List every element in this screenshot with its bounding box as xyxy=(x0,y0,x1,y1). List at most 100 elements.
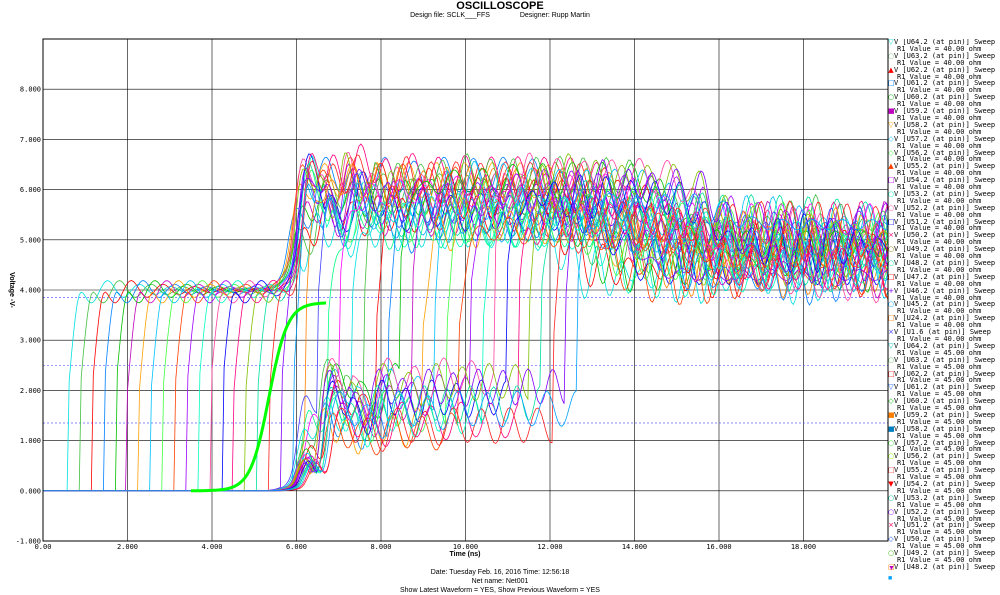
legend-marker-icon: ○ xyxy=(888,300,895,309)
legend-series-name: V [U64.2 (at pin)] Sweep xyxy=(894,341,996,350)
legend-series-name: V [U24.2 (at pin)] Sweep xyxy=(894,314,996,323)
legend-series-name: V [U53.2 (at pin)] Sweep xyxy=(894,189,996,198)
legend-series-name: V [U63.2 (at pin)] Sweep xyxy=(894,355,996,364)
legend-series-parameter: R1 Value = 45.00 ohm xyxy=(897,486,982,495)
legend-marker-icon: ▽ xyxy=(888,120,894,129)
legend-entry: □V [U54.2 (at pin)] Sweep xyxy=(888,177,1000,184)
legend-series-name: V [U49.2 (at pin)] Sweep xyxy=(894,245,996,254)
legend-entry: ○V [U49.2 (at pin)] Sweep xyxy=(888,246,1000,253)
legend-series-parameter: R1 Value = 45.00 ohm xyxy=(897,528,982,537)
legend-marker-icon: ▽ xyxy=(888,341,894,350)
page-subtitle: Design file: SCLK___FFS Designer: Rupp M… xyxy=(0,12,1000,19)
legend-series-name: V [U48.2 (at pin)] Sweep xyxy=(894,259,996,267)
legend-series-parameter: R1 Value = 40.00 ohm xyxy=(897,252,982,261)
legend-series-name: V [U62.2 (at pin)] Sweep xyxy=(894,65,996,74)
legend-series-parameter: R1 Value = 45.00 ohm xyxy=(897,390,982,399)
legend-series-name: V [U58.2 (at pin)] Sweep xyxy=(894,120,996,129)
legend-series-parameter: R1 Value = 40.00 ohm xyxy=(897,334,982,343)
legend-series-name: V [U57.2 (at pin)] Sweep xyxy=(894,438,996,447)
y-axis-label: Voltage -V- xyxy=(8,272,15,308)
x-tick-label: 10.000 xyxy=(453,543,478,551)
legend-entry: ○V [U52.2 (at pin)] Sweep xyxy=(888,508,1000,516)
legend-entry: +V [U46.2 (at pin)] Sweep xyxy=(888,286,1000,295)
legend-series-name: V [U1.6 (at pin)] Sweep xyxy=(894,328,991,337)
legend-series-name: V [U51.2 (at pin)] Sweep xyxy=(894,521,996,530)
legend-marker-icon: □ xyxy=(888,314,895,323)
designer-label: Designer: Rupp Martin xyxy=(519,12,590,19)
legend-series-name: V [U56.2 (at pin)] Sweep xyxy=(894,452,996,461)
legend-series-parameter: R1 Value = 40.00 ohm xyxy=(897,196,982,205)
legend-marker-icon: □ xyxy=(888,369,895,378)
y-tick-label: 0.000 xyxy=(20,487,41,495)
legend-marker-icon: □ xyxy=(888,217,895,226)
y-tick-label: 7.000 xyxy=(20,136,41,144)
legend-series-name: V [U63.2 (at pin)] Sweep xyxy=(894,51,996,60)
legend-series-parameter: R1 Value = 40.00 ohm xyxy=(897,183,982,192)
legend-series-parameter: R1 Value = 40.00 ohm xyxy=(897,169,982,178)
legend-marker-icon: ■ xyxy=(888,410,895,419)
plot-frame xyxy=(42,38,889,542)
legend-marker-icon: ○ xyxy=(888,493,895,502)
x-tick-label: 0.00 xyxy=(35,543,52,551)
legend-series-name: V [U50.2 (at pin)] Sweep xyxy=(894,231,996,240)
legend-marker-icon: □ xyxy=(888,79,895,88)
legend-series-name: V [U62.2 (at pin)] Sweep xyxy=(894,369,996,378)
legend-series-name: V [U60.2 (at pin)] Sweep xyxy=(894,93,996,102)
legend-entry: ○V [U53.2 (at pin)] Sweep xyxy=(888,189,1000,198)
legend-entry: ◇V [U50.2 (at pin)] Sweep xyxy=(888,536,1000,543)
legend-entry: ◇V [U57.2 (at pin)] Sweep xyxy=(888,134,1000,143)
x-tick-label: 2.000 xyxy=(117,543,138,551)
legend-entry: ○V [U60.2 (at pin)] Sweep xyxy=(888,94,1000,101)
design-file-label: Design file: SCLK___FFS xyxy=(410,12,490,19)
legend-entry: ◇V [U56.2 (at pin)] Sweep xyxy=(888,149,1000,157)
legend-entry: ×V [U50.2 (at pin)] Sweep xyxy=(888,232,1000,239)
x-tick-label: 8.000 xyxy=(370,543,391,551)
legend-marker-icon: □ xyxy=(888,562,895,571)
legend-entry: ▲V [U55.2 (at pin)] Sweep xyxy=(888,163,1000,170)
legend-entry: ○V [U63.2 (at pin)] Sweep xyxy=(888,355,1000,364)
legend-marker-icon: ■ xyxy=(888,575,893,582)
legend-series-name: V [U50.2 (at pin)] Sweep xyxy=(894,535,996,544)
legend-series-parameter: R1 Value = 40.00 ohm xyxy=(897,279,982,288)
legend-entry: □V [U48.2 (at pin)] Sweep xyxy=(888,562,1000,571)
legend-series-parameter: R1 Value = 40.00 ohm xyxy=(897,265,982,274)
legend-marker-icon: □ xyxy=(888,272,895,281)
legend-entry: □V [U24.2 (at pin)] Sweep xyxy=(888,315,1000,322)
x-tick-label: 18.000 xyxy=(791,543,816,551)
legend-series-name: V [U45.2 (at pin)] Sweep xyxy=(894,300,996,309)
legend-series-parameter: R1 Value = 45.00 ohm xyxy=(897,555,982,564)
legend-marker-icon: ■ xyxy=(888,424,895,433)
legend-series-name: V [U53.2 (at pin)] Sweep xyxy=(894,493,996,502)
legend-marker-icon: ○ xyxy=(888,245,895,254)
x-tick-label: 16.000 xyxy=(706,543,731,551)
legend-marker-icon: + xyxy=(888,286,894,295)
y-tick-label: 4.000 xyxy=(20,287,41,295)
legend-series-name: V [U61.2 (at pin)] Sweep xyxy=(894,383,996,392)
legend-series-parameter: R1 Value = 40.00 ohm xyxy=(897,307,982,316)
legend-series-name: V [U57.2 (at pin)] Sweep xyxy=(894,134,996,143)
legend-marker-icon: ◇ xyxy=(888,535,894,544)
legend-marker-icon: ▽ xyxy=(888,39,894,46)
legend-series-name: V [U60.2 (at pin)] Sweep xyxy=(894,397,996,406)
footer: Date: Tuesday Feb. 16, 2016 Time: 12:56:… xyxy=(0,568,1000,595)
y-tick-label: -1.000 xyxy=(16,538,41,546)
legend-marker-icon: ○ xyxy=(888,452,895,461)
legend-entry: ○V [U48.2 (at pin)] Sweep xyxy=(888,260,1000,267)
legend-series-parameter: R1 Value = 45.00 ohm xyxy=(897,376,982,385)
legend-series-name: V [U55.2 (at pin)] Sweep xyxy=(894,466,996,475)
legend-marker-icon: ○ xyxy=(888,438,895,447)
legend-series-parameter: R1 Value = 45.00 ohm xyxy=(897,514,982,523)
legend-marker-icon: × xyxy=(888,521,894,530)
legend-entry: □V [U61.2 (at pin)] Sweep xyxy=(888,80,1000,87)
legend-marker-icon: ▽ xyxy=(888,383,894,392)
legend-series-parameter: R1 Value = 40.00 ohm xyxy=(897,321,982,330)
waveform-series xyxy=(43,143,889,493)
y-tick-label: 8.000 xyxy=(20,86,41,94)
legend-marker-icon: □ xyxy=(888,466,895,475)
legend-series-name: V [U61.2 (at pin)] Sweep xyxy=(894,79,996,88)
legend-series-parameter: R1 Value = 45.00 ohm xyxy=(897,348,982,357)
legend: ▽V [U64.2 (at pin)] Sweep R1 Value = 40.0… xyxy=(888,39,1000,592)
y-tick-label: 6.000 xyxy=(20,186,41,194)
legend-series-parameter: R1 Value = 45.00 ohm xyxy=(897,362,982,371)
